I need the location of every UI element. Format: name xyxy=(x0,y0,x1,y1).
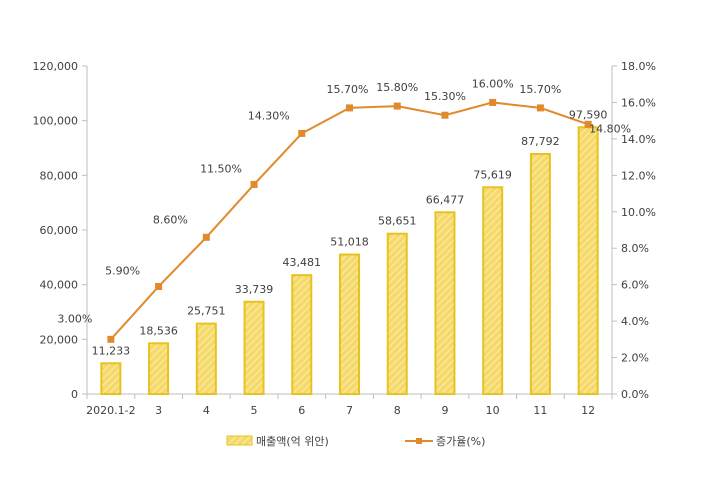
line-value-label: 15.80% xyxy=(376,81,418,94)
x-tick-label: 11 xyxy=(533,404,547,417)
line-marker xyxy=(298,129,306,137)
line-value-label: 15.30% xyxy=(424,90,466,103)
bar-value-label: 33,739 xyxy=(235,283,274,296)
line-value-label: 14.30% xyxy=(248,109,290,122)
bar-value-label: 66,477 xyxy=(426,193,465,206)
bar xyxy=(482,186,504,395)
line-marker xyxy=(346,104,353,112)
line-marker xyxy=(393,102,401,110)
line-value-label: 5.90% xyxy=(105,264,140,277)
line-value-label: 8.60% xyxy=(153,213,188,226)
left-tick-label: 80,000 xyxy=(40,169,79,182)
line-marker xyxy=(250,180,258,188)
right-tick-label: 6.0% xyxy=(621,279,649,292)
bar xyxy=(386,232,408,395)
axes: 0 20,000 40,000 60,000 80,000 100,000 120,000 0… xyxy=(33,60,656,417)
x-tick-label: 10 xyxy=(486,404,500,417)
bar xyxy=(577,126,599,395)
x-tick-label: 12 xyxy=(581,404,595,417)
line-value-label: 15.70% xyxy=(327,83,369,96)
x-tick-label: 2020.1-2 xyxy=(86,404,135,417)
bar-value-label: 51,018 xyxy=(330,236,369,249)
right-tick-label: 4.0% xyxy=(621,315,649,328)
legend-line-marker xyxy=(416,438,422,444)
bar xyxy=(148,342,170,395)
line-series xyxy=(107,98,592,343)
left-tick-label: 20,000 xyxy=(40,333,79,346)
x-tick-label: 3 xyxy=(155,404,162,417)
right-tick-label: 8.0% xyxy=(621,242,649,255)
legend: 매출액(억 위안) 증가율(%) xyxy=(226,435,485,448)
bar-value-label: 11,233 xyxy=(92,344,131,357)
bar xyxy=(529,153,551,395)
bar xyxy=(243,300,265,395)
right-tick-label: 14.0% xyxy=(621,133,656,146)
bar xyxy=(291,274,313,396)
bar xyxy=(195,322,217,395)
x-tick-label: 4 xyxy=(203,404,210,417)
right-tick-label: 10.0% xyxy=(621,206,656,219)
left-tick-label: 60,000 xyxy=(40,224,79,237)
right-tick-label: 2.0% xyxy=(621,352,649,365)
x-tick-label: 7 xyxy=(346,404,353,417)
line-value-label: 11.50% xyxy=(200,162,242,175)
left-tick-label: 40,000 xyxy=(40,279,79,292)
x-tick-label: 8 xyxy=(394,404,401,417)
left-tick-label: 0 xyxy=(71,388,78,401)
line-value-label: 3.00% xyxy=(57,312,92,325)
x-tick-label: 6 xyxy=(298,404,305,417)
line-value-label: 15.70% xyxy=(519,83,561,96)
right-tick-label: 0.0% xyxy=(621,388,649,401)
right-tick-label: 12.0% xyxy=(621,169,656,182)
legend-bar-swatch xyxy=(226,435,253,446)
x-tick-label: 5 xyxy=(251,404,258,417)
x-tick-label: 9 xyxy=(441,404,448,417)
bar xyxy=(339,253,360,395)
bar-value-label: 18,536 xyxy=(139,324,178,337)
bar-value-label: 58,651 xyxy=(378,215,417,228)
bar-series xyxy=(100,126,599,396)
line-marker xyxy=(489,98,497,106)
bar-value-label: 87,792 xyxy=(521,135,560,148)
line-marker xyxy=(107,335,115,343)
data-labels: 11,233 18,536 25,751 33,739 43,481 51,018 58,6… xyxy=(57,77,631,357)
bar-value-label: 75,619 xyxy=(473,168,512,181)
bar-value-label: 97,590 xyxy=(569,108,608,121)
left-tick-label: 120,000 xyxy=(33,60,79,73)
left-tick-label: 100,000 xyxy=(33,115,79,128)
right-tick-label: 18.0% xyxy=(621,60,656,73)
line-marker xyxy=(441,111,449,119)
legend-bar-label: 매출액(억 위안) xyxy=(256,435,329,448)
legend-line-label: 증가율(%) xyxy=(436,435,485,448)
bar xyxy=(100,362,122,396)
line-value-label: 16.00% xyxy=(472,77,514,90)
line-marker xyxy=(202,233,210,241)
line-value-label: 14.80% xyxy=(589,122,631,135)
bar-value-label: 25,751 xyxy=(187,305,226,318)
line-marker xyxy=(155,282,163,290)
bar xyxy=(434,211,456,395)
bar-value-label: 43,481 xyxy=(283,256,322,269)
line-marker xyxy=(584,120,592,128)
line-marker xyxy=(536,104,544,112)
right-tick-label: 16.0% xyxy=(621,96,656,109)
